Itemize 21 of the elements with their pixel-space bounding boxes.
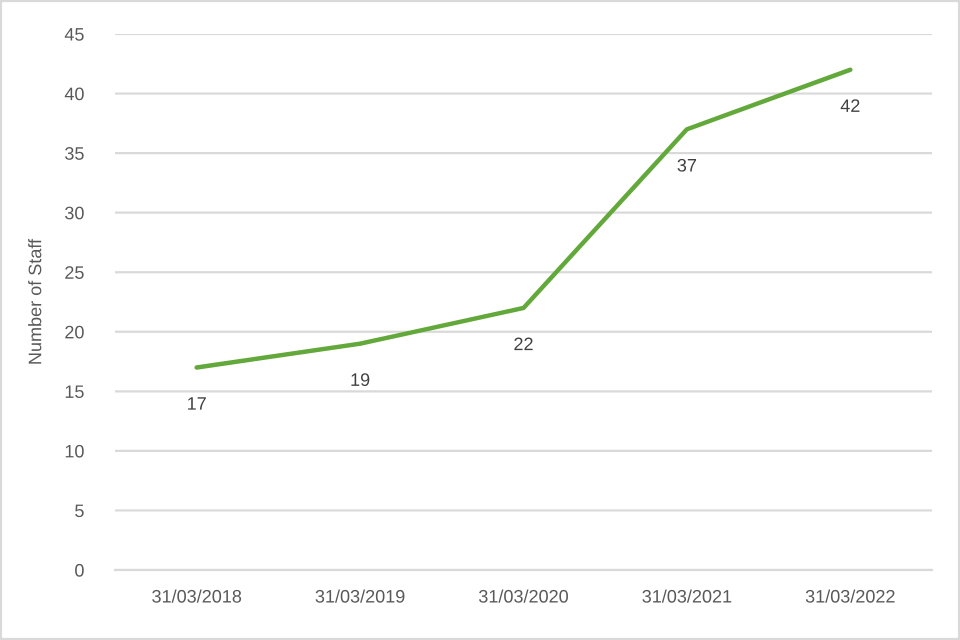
y-tick-label: 25 <box>65 266 84 279</box>
x-tick-label: 31/03/2021 <box>642 589 732 603</box>
data-label: 17 <box>188 397 206 410</box>
y-tick-label: 45 <box>64 28 84 41</box>
y-tick-label: 0 <box>75 564 84 577</box>
x-tick-label: 31/03/2020 <box>479 589 568 603</box>
y-tick-label: 20 <box>65 326 84 338</box>
x-tick-label: 31/03/2018 <box>152 589 242 603</box>
y-tick-label: 10 <box>66 444 84 458</box>
y-axis-title: Number of Staff <box>28 238 42 364</box>
x-tick-label: 31/03/2019 <box>316 589 404 603</box>
y-tick-label: 30 <box>65 206 84 220</box>
y-tick-label: 40 <box>64 87 84 100</box>
y-tick-label: 5 <box>75 504 84 518</box>
data-label: 22 <box>514 338 533 350</box>
y-tick-label: 35 <box>65 147 84 160</box>
x-tick-label: 31/03/2022 <box>806 589 895 603</box>
data-label: 37 <box>678 158 696 172</box>
data-label: 19 <box>351 373 370 386</box>
data-label: 42 <box>840 99 860 112</box>
y-tick-label: 15 <box>66 385 84 398</box>
